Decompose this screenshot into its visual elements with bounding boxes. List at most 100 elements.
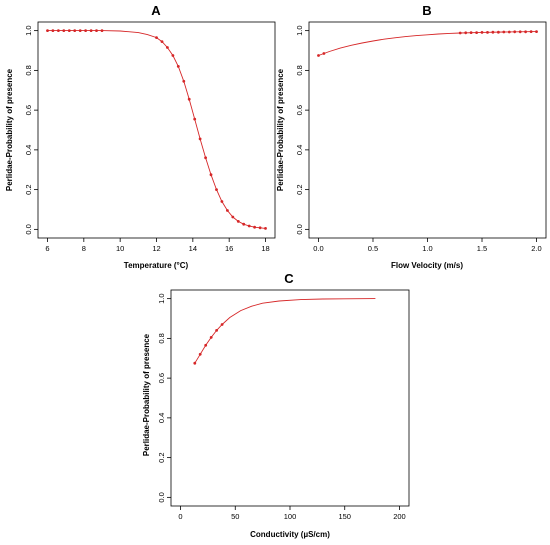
panel-a-data-point: [247, 224, 251, 228]
panel-a-frame: [37, 21, 276, 239]
panel-a-data-point: [187, 97, 191, 101]
panel-a-data-point: [258, 226, 262, 230]
panel-a-data-point: [89, 29, 93, 32]
panel-a-data-point: [193, 117, 197, 121]
panel-a-data-point: [67, 29, 71, 32]
panel-a-data-point: [231, 215, 235, 219]
panel-b-x-axis-title: Flow Velocity (m/s): [391, 261, 463, 270]
panel-c-x-tick-label: 150: [338, 512, 351, 521]
panel-b-y-tick-label: 0.0: [295, 224, 304, 234]
panel-a-y-tick-label: 0.0: [24, 224, 33, 234]
panel-a-data-point: [160, 40, 164, 43]
panel-c-letter: C: [284, 271, 294, 286]
panel-c-data-point: [193, 361, 197, 365]
panel-c-x-tick-label: 0: [178, 512, 182, 521]
panel-b-y-axis-title: Perlidae-Probability of presence: [276, 68, 285, 191]
panel-a-data-point: [198, 137, 202, 141]
panel-b-y-tick-label: 0.4: [295, 145, 304, 155]
panel-b-data-point: [469, 31, 473, 34]
panel-b-y-tick-label: 0.8: [295, 65, 304, 75]
panel-c-data-point: [198, 352, 202, 356]
panel-a-data-point: [62, 29, 66, 32]
panel-a-data-point: [264, 227, 267, 230]
panel-a-y-axis-title: Perlidae-Probability of presence: [5, 68, 14, 191]
panel-b-data-point: [524, 30, 527, 34]
panel-c-y-tick-label: 0.2: [157, 452, 166, 462]
panel-a-data-point: [253, 225, 256, 229]
panel-b-y-tick-label: 0.2: [295, 184, 304, 194]
panel-c-data-point: [220, 323, 224, 326]
panel-c-y-tick-label: 0.6: [157, 373, 166, 383]
panel-c-x-tick-label: 50: [231, 512, 239, 521]
panel-b-data-point: [507, 30, 511, 34]
panel-b-data-point: [464, 31, 468, 35]
panel-a-data-point: [220, 200, 224, 203]
panel-a-data-point: [155, 36, 158, 39]
panel-b-data-point: [529, 30, 533, 33]
panel-b-data-point: [491, 30, 495, 34]
panel-b-data-point: [518, 30, 522, 34]
panel-a-x-tick-label: 18: [261, 244, 269, 253]
panel-b-plot: 0.0 0.5 1.0 1.5 2.0 0.0 0.2 0.4 0.6 0.8 1.0: [295, 21, 547, 253]
panel-a-x-tick-label: 6: [45, 244, 49, 253]
panel-a-data-point: [95, 29, 98, 32]
panel-c: C 0 50 100 150 200 0.0 0.2 0.4 0.6 0.8 1.0 Conduct…: [142, 271, 410, 539]
panel-c-y-tick-label: 0.8: [157, 333, 166, 343]
panel-b-data-point: [486, 31, 489, 34]
panel-c-data-point: [215, 329, 219, 332]
panel-b-data-point: [475, 31, 478, 34]
panel-a-y-tick-label: 0.8: [24, 65, 33, 75]
panel-b-data-point: [480, 31, 484, 34]
panel-c-data-point: [209, 336, 213, 339]
panel-a-plot: 6 8 10 12 14 16 18 0.0 0.2 0.4 0.6 0.8 1.0: [24, 21, 276, 253]
panel-a-data-point: [242, 222, 246, 226]
panel-a-data-point: [51, 29, 55, 32]
panel-b-data-point: [497, 30, 500, 34]
panel-b-data-point: [502, 30, 506, 34]
panel-a-fit-line: [47, 30, 266, 229]
panel-c-frame: [170, 289, 410, 507]
panel-b-data-point: [322, 52, 326, 55]
panel-c-y-tick-label: 0.0: [157, 492, 166, 502]
panel-b-data-point: [458, 31, 462, 35]
panel-a-data-point: [236, 220, 240, 223]
panel-a-x-axis-title: Temperature (°C): [124, 261, 189, 270]
panel-c-y-axis-title: Perlidae-Probability of presence: [142, 333, 151, 456]
panel-a-data-point: [78, 29, 82, 32]
panel-b-fit-line: [318, 31, 537, 56]
panel-a: A 6 8 10 12 14 16 18 0.0 0.2 0.4 0.6 0.8 1.0 Tempera…: [5, 3, 276, 270]
panel-a-data-point: [73, 29, 77, 32]
panel-b-x-tick-label: 1.0: [422, 244, 432, 253]
panel-b-data-point: [513, 30, 517, 34]
panel-b-x-tick-label: 0.0: [313, 244, 323, 253]
panel-a-y-tick-label: 0.6: [24, 105, 33, 115]
panel-a-data-point: [176, 65, 180, 68]
panel-a-x-tick-label: 12: [152, 244, 160, 253]
panel-c-x-tick-label: 100: [284, 512, 297, 521]
panel-a-data-point: [171, 54, 175, 57]
panel-a-y-tick-label: 0.2: [24, 184, 33, 194]
panel-b-letter: B: [422, 3, 431, 18]
panel-a-data-point: [100, 29, 104, 32]
panel-a-data-point: [57, 29, 60, 32]
panel-a-data-point: [226, 209, 229, 212]
panel-a-data-point: [204, 156, 208, 160]
panel-a-y-tick-label: 0.4: [24, 145, 33, 155]
panel-a-data-point: [46, 29, 49, 32]
panel-a-x-tick-label: 16: [225, 244, 233, 253]
panel-c-data-point: [204, 343, 208, 347]
panel-a-letter: A: [151, 3, 161, 18]
panel-a-x-tick-label: 14: [189, 244, 197, 253]
panel-a-data-point: [182, 79, 186, 83]
panel-b-x-tick-label: 1.5: [477, 244, 487, 253]
panel-b-x-tick-label: 2.0: [531, 244, 541, 253]
panel-b-data-point: [317, 54, 320, 57]
panel-b-y-tick-label: 0.6: [295, 105, 304, 115]
panel-c-x-axis-title: Conductivity (µS/cm): [250, 530, 330, 539]
panel-a-data-point: [166, 46, 169, 49]
panel-c-x-tick-label: 200: [393, 512, 406, 521]
panel-b-x-tick-label: 0.5: [368, 244, 378, 253]
panel-b-y-tick-label: 1.0: [295, 25, 304, 35]
panel-c-y-tick-label: 1.0: [157, 293, 166, 303]
panel-c-y-tick-label: 0.4: [157, 413, 166, 423]
